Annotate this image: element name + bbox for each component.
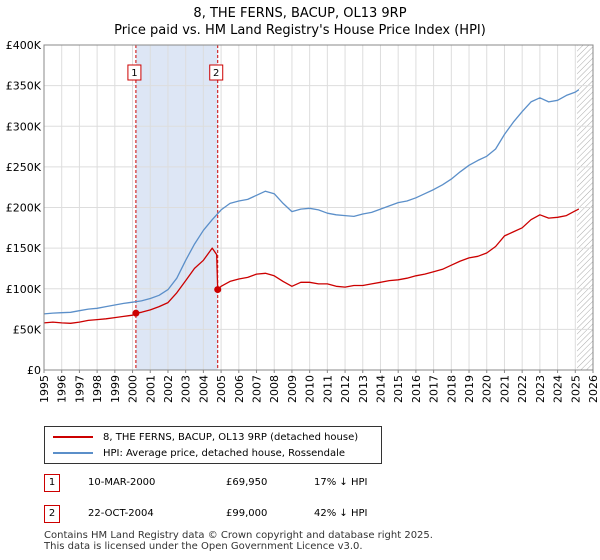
marker-badge [127,64,142,81]
y-tick-label: £50K [13,323,42,336]
x-tick-label: 1998 [91,375,104,403]
chart-title: 8, THE FERNS, BACUP, OL13 9RP [193,6,407,21]
x-tick-label: 2026 [587,375,600,403]
x-tick-label: 2009 [286,375,299,403]
x-tick-label: 2007 [251,375,264,403]
x-tick-label: 2019 [463,375,476,403]
y-tick-label: £300K [6,120,42,133]
y-tick-label: £350K [6,80,42,93]
x-tick-label: 2008 [268,375,281,403]
price-chart: 1 2 £0 £50K £100K £150K £200K £250K £300K £350K £4… [6,39,600,403]
legend-item-hpi: HPI: Average price, detached house, Ross… [53,446,345,460]
x-tick-label: 2002 [162,375,175,403]
x-tick-label: 2025 [569,375,582,403]
x-tick-label: 2017 [428,375,441,403]
x-tick-label: 1999 [109,375,122,403]
x-tick-label: 2004 [197,375,210,403]
x-tick-label: 2011 [321,375,334,403]
x-tick-label: 2001 [144,375,157,403]
x-tick-label: 2016 [410,375,423,403]
marker-badge-label: 2 [213,68,219,79]
x-tick-label: 2010 [304,375,317,403]
chart-subtitle: Price paid vs. HM Land Registry's House … [114,23,486,38]
hpi-line [43,89,580,315]
x-tick-label: 2005 [215,375,228,403]
transaction-badge: 1 [44,474,60,492]
x-tick-label: 1997 [73,375,86,403]
y-tick-label: £100K [6,283,42,296]
transaction-price: £69,950 [226,477,268,488]
chart-legend: 8, THE FERNS, BACUP, OL13 9RP (detached … [44,426,382,464]
transaction-date: 22-OCT-2004 [88,508,154,519]
x-tick-label: 2021 [498,375,511,403]
transaction-hpi-diff: 42% ↓ HPI [314,508,368,519]
legend-swatch-property [53,436,93,438]
x-tick-label: 1995 [38,375,51,403]
x-tick-label: 2003 [180,375,193,403]
x-tick-label: 2023 [534,375,547,403]
transaction-hpi-diff: 17% ↓ HPI [314,477,368,488]
x-tick-label: 2014 [374,375,387,403]
transaction-date: 10-MAR-2000 [88,477,156,488]
y-tick-label: £0 [27,364,41,377]
x-tick-label: 2022 [516,375,529,403]
y-tick-label: £150K [6,242,42,255]
x-tick-label: 2015 [392,375,405,403]
x-tick-label: 2024 [552,375,565,403]
x-tick-label: 2006 [233,375,246,403]
x-tick-label: 2018 [445,375,458,403]
x-tick-label: 2000 [127,375,140,403]
footer-notice: Contains HM Land Registry data © Crown c… [44,530,433,552]
x-tick-label: 2013 [357,375,370,403]
x-tick-label: 1996 [56,375,69,403]
legend-label-hpi: HPI: Average price, detached house, Ross… [103,447,346,459]
legend-item-property: 8, THE FERNS, BACUP, OL13 9RP (detached … [53,430,358,444]
sale-point [214,286,222,294]
marker-badge [209,64,224,81]
footer-line-1: Contains HM Land Registry data © Crown c… [44,530,433,541]
sale-point [132,309,140,317]
footer-line-2: This data is licensed under the Open Gov… [44,541,363,552]
y-tick-label: £400K [6,39,42,52]
plot-frame [43,44,594,371]
transaction-price: £99,000 [226,508,268,519]
y-tick-label: £200K [6,202,42,215]
x-tick-label: 2020 [481,375,494,403]
legend-swatch-hpi [53,452,93,454]
marker-badge-label: 1 [131,68,137,79]
x-tick-label: 2012 [339,375,352,403]
y-tick-label: £250K [6,161,42,174]
legend-label-property: 8, THE FERNS, BACUP, OL13 9RP (detached … [103,431,359,443]
transaction-badge: 2 [44,505,60,523]
